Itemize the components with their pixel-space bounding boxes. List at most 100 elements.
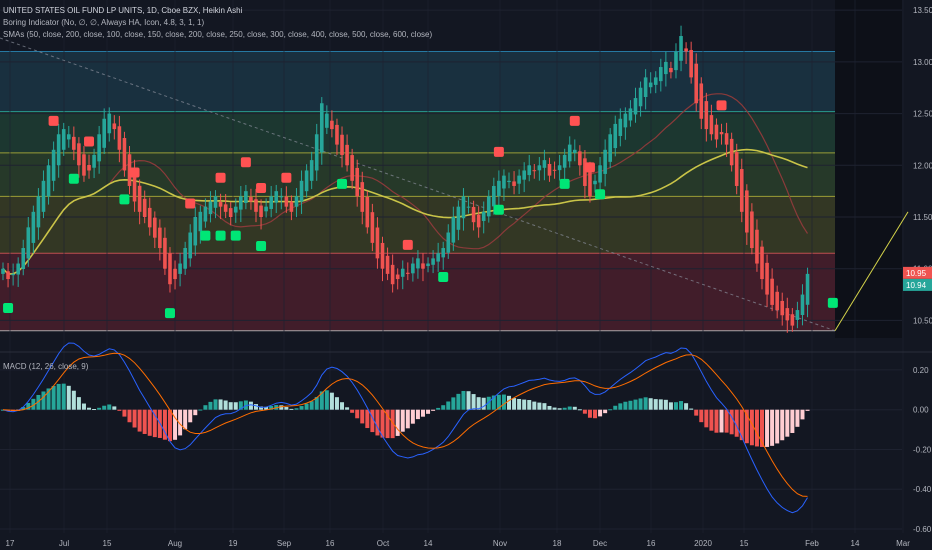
candle-body [26,227,31,259]
boring-indicator-legend[interactable]: Boring Indicator (No, ∅, ∅, Always HA, I… [3,18,205,27]
candle-body [456,206,461,230]
candle-body [623,113,628,128]
level-zone [0,111,835,153]
candle-body [6,271,10,280]
macd-histogram-bar [476,397,481,410]
macd-histogram-bar [385,409,390,439]
candle-body [102,118,106,148]
candle-body [719,132,724,135]
candle-body [522,170,526,180]
macd-histogram-bar [329,392,334,410]
macd-indicator-legend[interactable]: MACD (12, 26, close, 9) [3,362,89,371]
macd-histogram-bar [542,403,547,410]
candle-body [421,263,425,269]
macd-histogram-bar [350,409,355,413]
macd-histogram-bar [466,391,471,410]
candle-body [461,196,466,219]
macd-histogram-bar [233,402,238,410]
candle-body [132,170,137,202]
candle-body [158,227,162,249]
macd-histogram-bar [264,406,269,410]
macd-histogram-bar [76,397,81,410]
sell-signal-icon [281,172,292,183]
candle-body [557,165,562,171]
candle-body [350,155,354,181]
macd-histogram-bar [689,408,694,410]
macd-histogram-bar [410,409,415,424]
buy-signal-icon [215,230,226,241]
macd-axis-tick-label: -0.40 [913,485,932,494]
macd-histogram-bar [66,385,71,410]
candle-body [218,202,223,207]
candle-body [188,232,193,259]
macd-histogram-bar [213,399,218,410]
current-price-tag [903,278,932,291]
candle-body [750,211,754,249]
macd-histogram-bar [668,402,673,410]
candle-body [628,108,633,121]
macd-histogram-bar [436,407,441,410]
candle-body [61,129,66,150]
candle-body [390,264,395,285]
macd-histogram-bar [360,409,365,424]
candle-body [153,217,157,238]
candle-body [765,262,769,295]
sma-indicator-legend[interactable]: SMAs (50, close, 200, close, 100, close,… [3,30,433,39]
candle-body [46,165,51,197]
candle-body [785,308,790,321]
macd-axis-tick-label: -0.60 [913,525,932,534]
macd-histogram-bar [112,406,117,410]
buy-signal-icon [3,303,14,314]
macd-histogram-bar [203,405,208,410]
macd-histogram-bar [345,407,350,410]
candle-body [340,134,344,155]
macd-histogram-bar [375,409,380,436]
macd-histogram-bar [765,409,770,447]
candle-body [760,246,764,280]
sell-signal-icon [48,115,59,126]
sell-signal-icon [569,115,580,126]
chart-title: UNITED STATES OIL FUND LP UNITS, 1D, Cbo… [3,6,243,15]
macd-histogram-bar [61,383,66,410]
candle-body [87,164,91,171]
macd-histogram-bar [122,409,127,417]
candle-body [699,83,704,119]
candle-body [269,196,273,209]
macd-histogram-bar [102,405,107,410]
macd-histogram-bar [137,409,142,432]
macd-histogram-bar [314,397,319,410]
current-price-label: 10.94 [906,281,927,290]
macd-histogram-bar [218,399,223,410]
macd-histogram-bar [623,401,628,410]
macd-histogram-bar [501,394,506,410]
macd-histogram-bar [56,383,61,410]
sell-signal-icon [493,146,504,157]
macd-histogram-bar [41,391,46,410]
macd-histogram-bar [537,402,542,410]
candle-body [532,170,537,172]
macd-histogram-bar [294,408,299,410]
candle-body [314,134,319,171]
level-zone [0,196,835,254]
candle-body [679,36,683,61]
candle-body [729,138,734,166]
candle-body [233,206,238,213]
macd-histogram-bar [21,407,26,410]
candle-body [714,124,719,140]
candle-body [572,149,577,153]
candle-body [411,263,415,274]
macd-histogram-bar [527,400,532,410]
macd-histogram-bar [71,390,76,410]
macd-histogram-bar [557,408,562,410]
macd-histogram-bar [603,409,608,414]
sell-signal-icon [402,239,413,250]
macd-histogram-bar [289,408,294,410]
time-axis-tick-label: Nov [493,539,507,548]
price-axis-tick-label: 13.50 [913,6,932,15]
buy-signal-icon [827,297,838,308]
candle-body [31,211,36,243]
macd-histogram-bar [679,401,684,410]
macd-histogram-bar [456,393,461,410]
candle-body [598,165,602,183]
